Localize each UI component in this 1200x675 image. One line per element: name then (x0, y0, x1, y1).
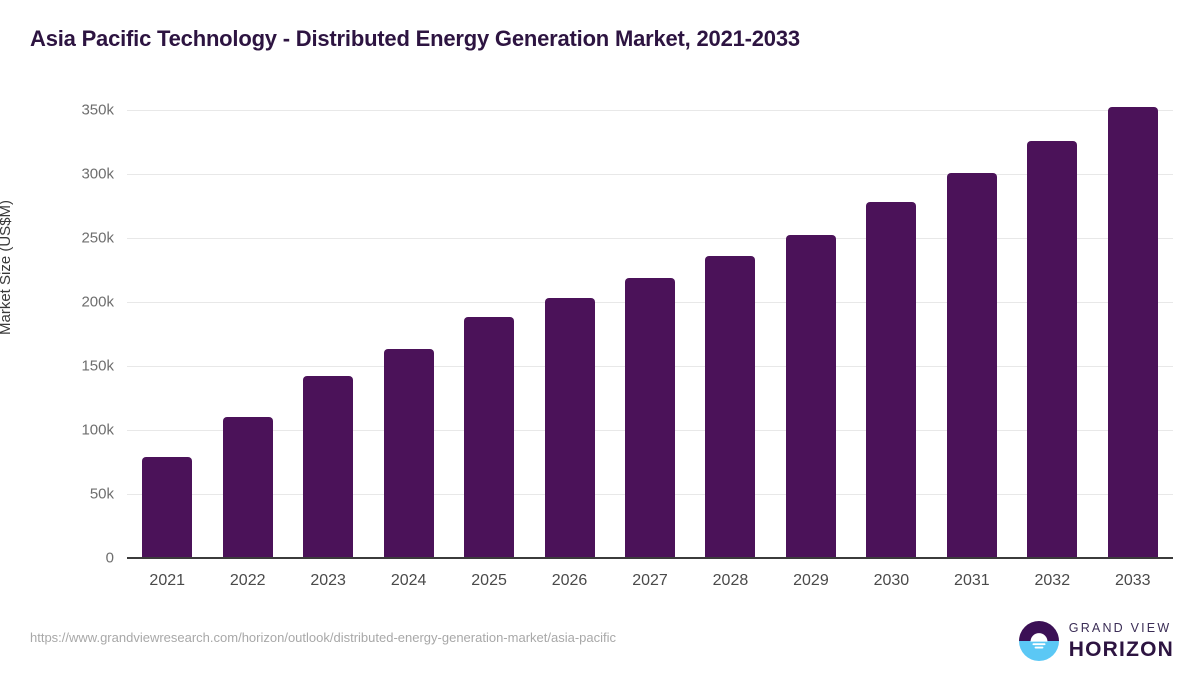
y-tick-label: 300k (81, 165, 114, 183)
logo-text-grand-view: GRAND VIEW (1068, 621, 1172, 636)
x-tick-label: 2029 (793, 572, 829, 589)
bar[interactable] (222, 417, 273, 558)
bar[interactable] (464, 317, 515, 558)
bar[interactable] (625, 277, 675, 558)
bar[interactable] (1107, 107, 1158, 558)
bar[interactable] (544, 298, 595, 558)
logo-text-horizon: HORIZON (1068, 637, 1174, 661)
x-tick-label: 2033 (1114, 572, 1151, 589)
x-tick-label: 2023 (310, 572, 346, 589)
y-tick-label: 350k (81, 101, 114, 119)
page-title: Asia Pacific Technology - Distributed En… (30, 26, 800, 51)
x-tick-label: 2024 (390, 572, 427, 589)
x-tick-label: 2026 (551, 572, 588, 589)
source-url[interactable]: https://www.grandviewresearch.com/horizo… (30, 630, 616, 645)
x-tick-label: 2022 (229, 572, 266, 589)
bar[interactable] (705, 255, 756, 558)
x-tick-label: 2032 (1034, 572, 1071, 589)
gridline (127, 110, 1173, 111)
gridline (127, 174, 1173, 175)
y-tick-label: 200k (81, 293, 114, 311)
grand-view-horizon-logo-mark (1018, 621, 1059, 661)
gridline (127, 238, 1173, 239)
y-tick-label: 100k (81, 421, 114, 439)
bar[interactable] (303, 376, 354, 558)
x-tick-label: 2030 (873, 572, 910, 589)
y-tick-label: 250k (81, 229, 114, 247)
y-axis-title: Market Size (US$M) (0, 199, 14, 335)
x-tick-label: 2021 (149, 572, 186, 589)
bar[interactable] (1027, 140, 1078, 558)
x-tick-label: 2028 (712, 572, 749, 589)
bar[interactable] (383, 349, 434, 558)
bar[interactable] (866, 202, 917, 558)
x-tick-label: 2025 (471, 572, 507, 589)
bar[interactable] (142, 456, 193, 558)
y-tick-label: 150k (81, 357, 114, 375)
y-tick-label: 0 (105, 549, 114, 567)
bar[interactable] (785, 235, 836, 558)
y-tick-label: 50k (89, 485, 114, 503)
logo-wordmark: GRAND VIEW HORIZON (1069, 622, 1174, 660)
bar[interactable] (946, 172, 997, 558)
brand-logo[interactable]: GRAND VIEW HORIZON (1018, 620, 1174, 662)
x-tick-label: 2031 (954, 572, 990, 589)
x-axis-line (127, 557, 1173, 559)
plot-area: 0 50k 100k 150k 200k 250k 300k 350k (81, 102, 1173, 567)
x-tick-label: 2027 (632, 572, 668, 589)
